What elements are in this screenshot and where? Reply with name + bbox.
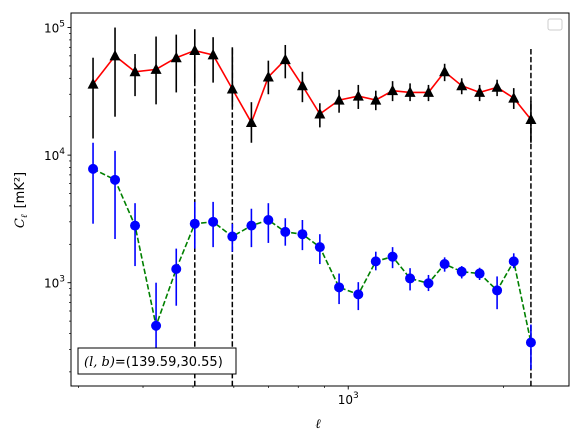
series-1-point-21 xyxy=(474,268,485,279)
series-1-point-9 xyxy=(263,215,274,226)
series-1-point-0 xyxy=(88,163,99,174)
y-tick-label-1: 104 xyxy=(44,147,65,163)
y-axis-label-symbol: C xyxy=(13,218,28,228)
series-0-point-15 xyxy=(370,94,382,105)
series-0-point-13 xyxy=(333,94,345,105)
y-tick-label-1-exponent: 4 xyxy=(59,147,65,157)
series-0-point-9 xyxy=(262,70,274,82)
annotation-prefix: (l, b) xyxy=(84,355,115,370)
series-1-point-11 xyxy=(297,229,308,240)
series-1-point-15 xyxy=(370,256,381,267)
annotation-box: (l, b)=(139.59,30.55) xyxy=(77,347,237,375)
annotation-text: (l, b)=(139.59,30.55) xyxy=(84,355,223,370)
series-0-point-10 xyxy=(279,53,291,65)
series-0-point-7 xyxy=(226,82,238,94)
series-1-point-14 xyxy=(353,289,364,300)
y-tick-label-0: 103 xyxy=(44,275,65,291)
series-0-point-11 xyxy=(296,79,308,91)
series-0-point-4 xyxy=(170,51,182,63)
series-0-point-18 xyxy=(422,86,434,97)
series-0-point-19 xyxy=(439,65,451,77)
series-0-point-22 xyxy=(491,81,503,92)
series-1-point-10 xyxy=(280,226,291,237)
annotation-frame xyxy=(77,347,237,375)
series-1-point-5 xyxy=(189,218,200,229)
series-0-point-24 xyxy=(525,113,537,125)
series-1-point-24 xyxy=(525,337,536,348)
series-1-point-16 xyxy=(387,251,398,262)
series-0-point-6 xyxy=(207,48,219,60)
series-1-point-7 xyxy=(227,231,238,242)
series-1-point-1 xyxy=(110,174,121,185)
plot-frame xyxy=(70,12,570,387)
series-0-point-3 xyxy=(150,63,162,74)
series-1-point-22 xyxy=(492,285,503,296)
series-1-point-6 xyxy=(208,216,219,227)
annotation-value: =(139.59,30.55) xyxy=(115,355,223,370)
x-tick-label-0-exponent: 3 xyxy=(353,391,359,401)
x-ticks: 103 xyxy=(78,386,504,407)
series-1-point-13 xyxy=(334,282,345,293)
series-1-point-4 xyxy=(171,264,182,275)
error-bars xyxy=(92,27,532,370)
series-0-point-5 xyxy=(189,44,201,56)
y-axis-label-subscript: ℓ xyxy=(20,214,30,218)
series-0-point-16 xyxy=(387,84,399,96)
x-tick-label-0: 103 xyxy=(338,391,359,407)
x-axis-label: ℓ xyxy=(315,417,321,432)
y-tick-label-2-exponent: 5 xyxy=(59,20,65,30)
plot-area xyxy=(71,13,569,386)
series-0-point-8 xyxy=(245,116,257,128)
series-1-point-18 xyxy=(423,278,434,289)
series-1-point-23 xyxy=(508,256,519,267)
x-tick-label-0-base: 10 xyxy=(338,393,353,407)
y-tick-label-1-base: 10 xyxy=(44,149,59,163)
series-1-point-19 xyxy=(439,259,450,270)
y-tick-label-2: 105 xyxy=(44,20,65,36)
y-axis-label-unit: [mK²] xyxy=(13,172,28,209)
y-axis-label: Cℓ [mK²] xyxy=(13,172,30,228)
y-tick-label-2-base: 10 xyxy=(44,22,59,36)
series-0-point-21 xyxy=(474,86,486,97)
series-0-point-23 xyxy=(508,92,520,103)
series-1-point-2 xyxy=(130,220,141,231)
series-1-point-20 xyxy=(456,266,467,277)
series-1-point-8 xyxy=(246,220,257,231)
series-0-point-20 xyxy=(456,79,468,91)
series-0-point-17 xyxy=(404,86,416,97)
y-tick-label-0-base: 10 xyxy=(44,277,59,291)
series-1-point-12 xyxy=(314,242,325,253)
series-1-point-3 xyxy=(151,320,162,331)
series-0-point-2 xyxy=(129,65,141,77)
series-0-point-0 xyxy=(87,78,99,89)
series-0-point-12 xyxy=(314,108,326,119)
legend xyxy=(547,18,563,31)
legend-box xyxy=(547,18,563,31)
y-tick-label-0-exponent: 3 xyxy=(59,275,65,285)
markers xyxy=(87,44,537,348)
series-0-point-14 xyxy=(352,90,364,101)
series-1-point-17 xyxy=(405,273,416,284)
series-0-point-1 xyxy=(109,49,121,61)
